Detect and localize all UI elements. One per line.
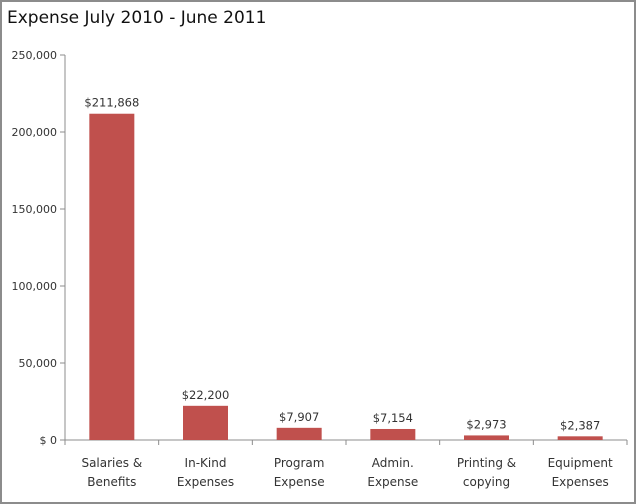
- bar: [557, 436, 603, 440]
- category-label: Admin.: [372, 456, 414, 470]
- y-tick-label: 250,000: [12, 49, 58, 62]
- category-label: In-Kind: [185, 456, 227, 470]
- y-tick-label: 100,000: [12, 280, 58, 293]
- y-tick-label: $ 0: [40, 434, 58, 447]
- y-tick-label: 150,000: [12, 203, 58, 216]
- category-label: Expenses: [177, 475, 234, 489]
- category-label: Benefits: [87, 475, 136, 489]
- category-label: Program: [274, 456, 325, 470]
- y-tick-label: 50,000: [19, 357, 58, 370]
- chart-title: Expense July 2010 - June 2011: [7, 8, 267, 28]
- data-label: $7,154: [373, 411, 413, 425]
- category-label: Printing &: [457, 456, 516, 470]
- category-label: Salaries &: [81, 456, 142, 470]
- category-label: copying: [463, 475, 510, 489]
- chart-labels: $211,868 Salaries & Benefits $22,200 In-Kind…: [81, 96, 613, 489]
- data-label: $2,387: [560, 418, 600, 432]
- category-label: Expense: [274, 475, 325, 489]
- data-label: $2,973: [466, 417, 506, 431]
- chart-bars: [89, 113, 603, 441]
- chart-axes: $ 0 50,000 100,000 150,000 200,000 250,000: [12, 49, 628, 447]
- category-label: Expenses: [552, 475, 609, 489]
- bar: [370, 428, 416, 440]
- data-label: $22,200: [182, 388, 230, 402]
- data-label: $7,907: [279, 410, 319, 424]
- bar: [464, 435, 509, 440]
- category-label: Expense: [367, 475, 418, 489]
- bar: [183, 405, 228, 440]
- data-label: $211,868: [84, 96, 139, 110]
- bar: [276, 427, 322, 440]
- category-label: Equipment: [548, 456, 613, 470]
- bar: [89, 113, 135, 441]
- y-tick-label: 200,000: [12, 126, 58, 139]
